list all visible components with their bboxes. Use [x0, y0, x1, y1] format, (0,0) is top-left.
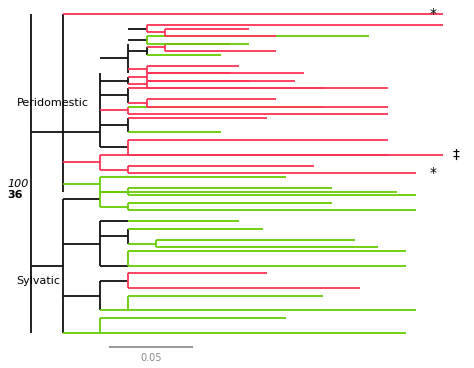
Text: ‡: ‡ [453, 148, 460, 162]
Text: *: * [429, 166, 437, 180]
Text: 100: 100 [8, 179, 29, 190]
Text: 36: 36 [8, 191, 23, 201]
Text: 0.05: 0.05 [140, 353, 162, 363]
Text: Sylvatic: Sylvatic [17, 276, 61, 286]
Text: Peridomestic: Peridomestic [17, 98, 89, 108]
Text: *: * [429, 7, 437, 21]
